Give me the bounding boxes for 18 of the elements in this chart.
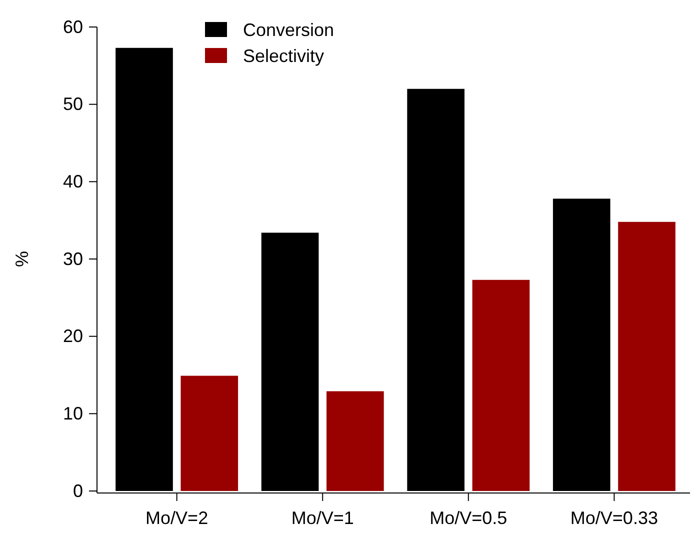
- y-tick-label: 30: [62, 248, 83, 269]
- y-axis-title: %: [12, 250, 32, 268]
- bar: [326, 391, 384, 491]
- y-tick-label: 0: [72, 480, 83, 501]
- y-tick-label: 40: [62, 171, 83, 192]
- legend-label: Conversion: [243, 20, 334, 40]
- x-tick-label: Mo/V=2: [146, 508, 208, 528]
- bar: [618, 222, 676, 491]
- legend-label: Selectivity: [243, 46, 324, 66]
- x-tick-label: Mo/V=1: [291, 508, 354, 528]
- bar: [472, 280, 530, 491]
- y-tick-label: 20: [62, 326, 83, 346]
- y-tick-label: 50: [62, 94, 83, 114]
- x-tick-label: Mo/V=0.33: [570, 508, 658, 528]
- y-tick-label: 10: [62, 403, 83, 424]
- bar: [180, 376, 238, 491]
- x-tick-label: Mo/V=0.5: [430, 508, 508, 528]
- y-tick-label: 60: [62, 16, 83, 37]
